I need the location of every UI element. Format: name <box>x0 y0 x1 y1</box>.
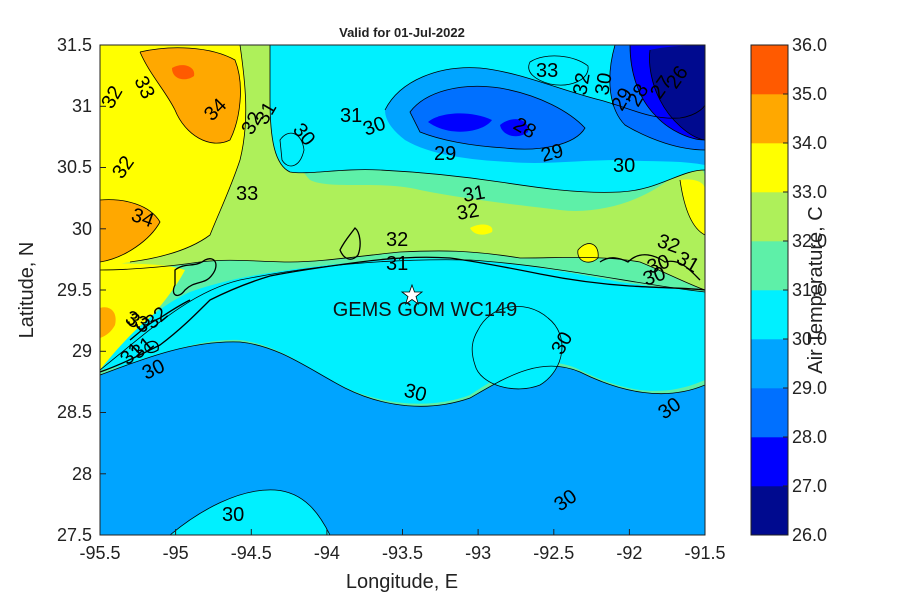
star-icon <box>400 283 424 306</box>
x-tick-label: -94 <box>314 543 340 563</box>
y-tick-label: 31.5 <box>57 35 92 55</box>
band-30-31-south-patch <box>170 489 330 535</box>
colorbar-label: Air Temperature, C <box>805 206 827 373</box>
band-34-35-north <box>140 47 241 144</box>
colorbar-tick-label: 36.0 <box>792 35 827 55</box>
y-tick-label: 28 <box>72 464 92 484</box>
x-tick-label: -93 <box>465 543 491 563</box>
colorbar-tick-label: 30.0 <box>792 329 827 349</box>
band-35-36 <box>172 65 195 80</box>
y-tick-label: 30.5 <box>57 157 92 177</box>
contour-label: 33 <box>236 183 258 205</box>
x-tick-label: -93.5 <box>382 543 423 563</box>
band-33-34-patch <box>470 224 493 235</box>
colorbar-tick-label: 28.0 <box>792 427 827 447</box>
colorbar-tick-label: 27.0 <box>792 476 827 496</box>
y-tick-label: 29.5 <box>57 280 92 300</box>
contour-label: 30 <box>222 504 244 526</box>
band-32-33 <box>100 45 705 290</box>
station-label: GEMS GOM WC149 <box>333 299 517 321</box>
x-axis: -95.5 -95 -94.5 -94 -93.5 -93 -92.5 -92 … <box>79 529 726 593</box>
y-tick-label: 28.5 <box>57 402 92 422</box>
contour-lines <box>100 45 705 535</box>
colorbar-swatch <box>751 437 788 487</box>
colorbar-swatch <box>751 241 788 291</box>
colorbar-tick-label: 31.0 <box>792 280 827 300</box>
y-axis: 27.5 28 28.5 29 29.5 30 30.5 31 31.5 Lat… <box>16 35 106 545</box>
y-tick-label: 27.5 <box>57 525 92 545</box>
y-tick-label: 29 <box>72 341 92 361</box>
band-29-30-eddy <box>472 306 562 389</box>
band-34-35-sw <box>100 307 116 338</box>
contour-label: 29 <box>434 143 456 165</box>
contour-label: 31 <box>461 181 487 207</box>
chart-title: Valid for 01-Jul-2022 <box>339 25 465 40</box>
contour-label: 32 <box>455 199 481 225</box>
band-30-31-patch <box>280 133 304 166</box>
colorbar-swatch <box>751 94 788 144</box>
x-tick-label: -94.5 <box>231 543 272 563</box>
contour-label: 30 <box>591 71 617 97</box>
band-27-28-patch2 <box>500 119 529 137</box>
y-axis-label: Latitude, N <box>16 242 38 339</box>
x-tick-label: -92 <box>616 543 642 563</box>
colorbar-tick-label: 35.0 <box>792 84 827 104</box>
band-33-34-west-low <box>100 262 185 370</box>
band-29-30-gulf <box>100 341 705 535</box>
colorbar-ticks: 26.0 27.0 28.0 29.0 30.0 31.0 32.0 33.0 34.0 35.0… <box>783 35 827 545</box>
colorbar-tick-label: 32.0 <box>792 231 827 251</box>
colorbar: 26.0 27.0 28.0 29.0 30.0 31.0 32.0 33.0 34.0 35.0… <box>750 35 827 545</box>
colorbar-tick-label: 29.0 <box>792 378 827 398</box>
colorbar-swatch <box>751 192 788 242</box>
colorbar-tick-label: 34.0 <box>792 133 827 153</box>
colorbar-swatch <box>751 143 788 193</box>
colorbar-swatch <box>751 339 788 389</box>
x-axis-label: Longitude, E <box>346 571 458 593</box>
colorbar-tick-label: 26.0 <box>792 525 827 545</box>
contour-label: 33 <box>536 60 558 82</box>
band-30-31-gulf <box>100 258 705 404</box>
x-tick-label: -92.5 <box>533 543 574 563</box>
temperature-field <box>100 45 705 535</box>
band-28-29-north <box>410 86 585 150</box>
y-tick-label: 30 <box>72 219 92 239</box>
contour-label: 31 <box>340 105 362 127</box>
colorbar-swatch <box>751 388 788 438</box>
colorbar-tick-label: 33.0 <box>792 182 827 202</box>
colorbar-swatch <box>751 290 788 340</box>
x-tick-label: -95 <box>163 543 189 563</box>
colorbar-swatch <box>751 486 788 536</box>
x-tick-label: -95.5 <box>79 543 120 563</box>
contour-label: 31 <box>386 253 408 275</box>
band-33-34-east <box>680 179 705 235</box>
band-34-35-west <box>100 199 160 262</box>
station-marker: GEMS GOM WC149 <box>333 283 517 321</box>
contour-label: 32 <box>569 71 595 97</box>
band-27-28-patch <box>428 113 492 132</box>
x-tick-label: -91.5 <box>684 543 725 563</box>
colorbar-swatch <box>751 45 788 95</box>
y-tick-label: 31 <box>72 96 92 116</box>
band-26-27-ne <box>649 45 705 140</box>
contour-label: 30 <box>613 155 635 177</box>
coastline <box>100 227 705 373</box>
colorbar-swatches <box>751 45 788 536</box>
contour-label: 32 <box>386 229 408 251</box>
